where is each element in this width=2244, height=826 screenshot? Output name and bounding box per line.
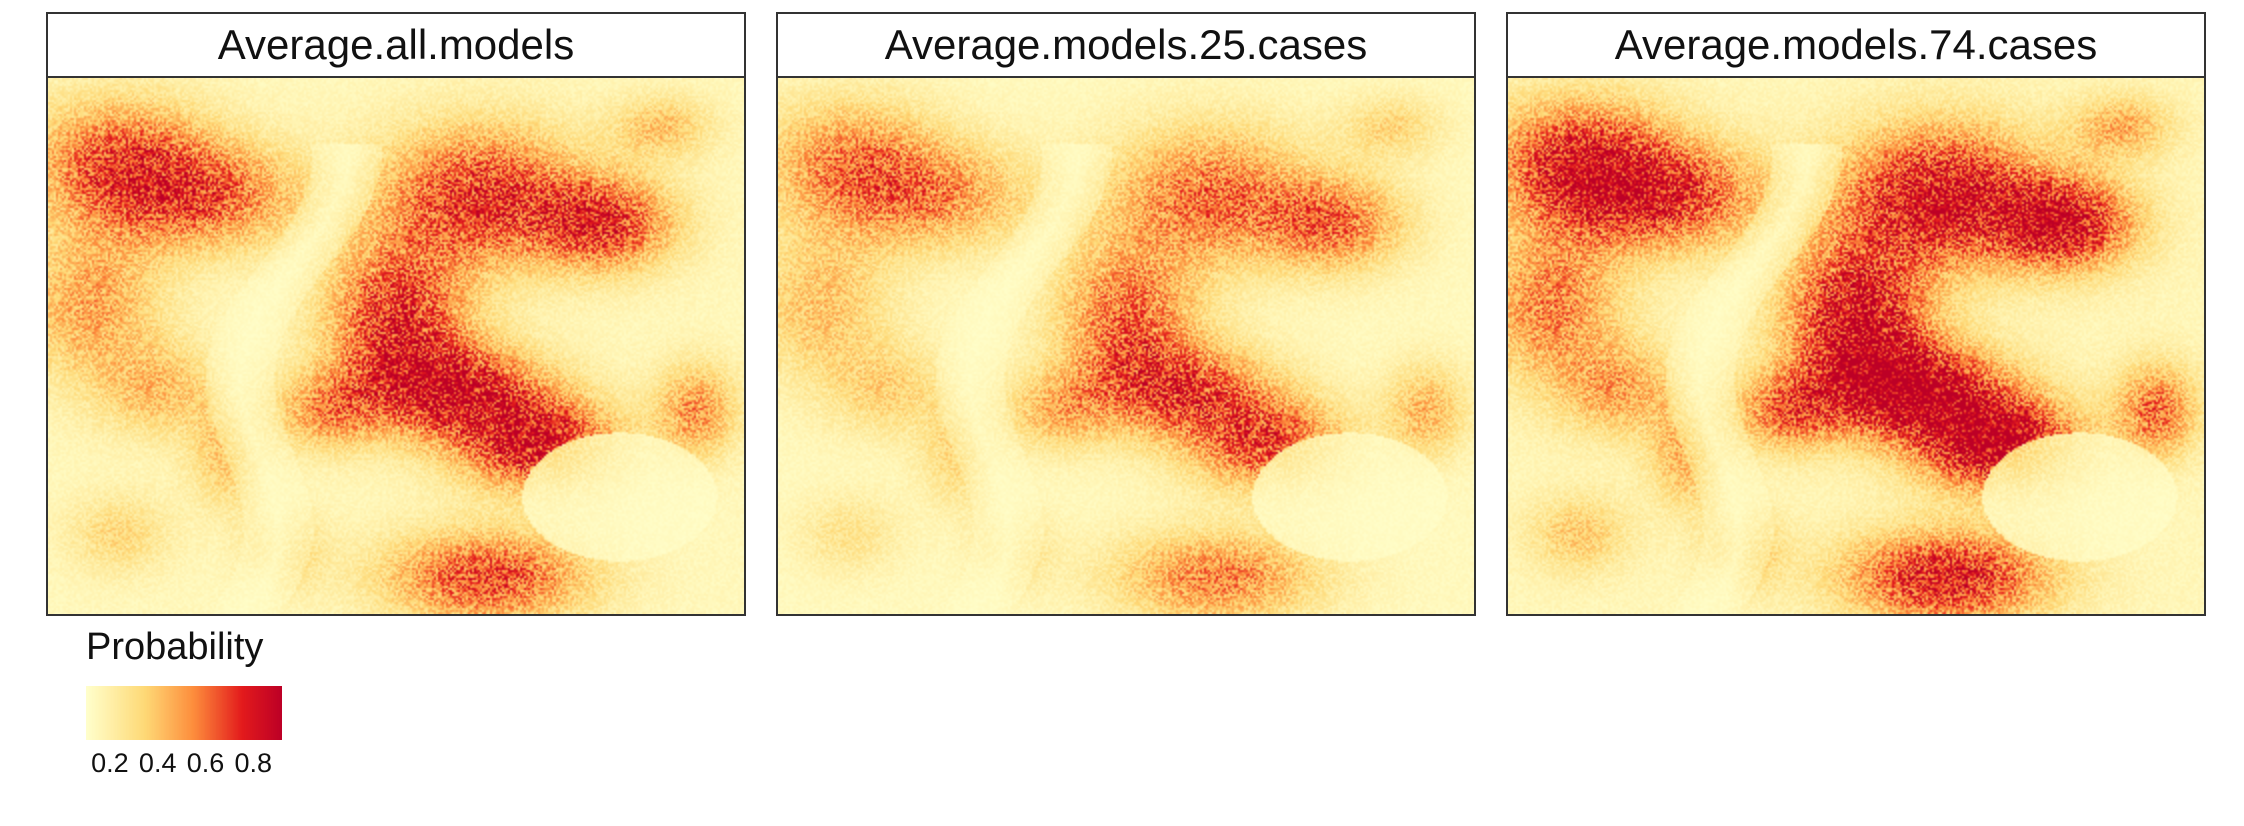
legend-tick-label: 0.4 <box>138 748 177 778</box>
legend-title: Probability <box>86 626 264 668</box>
probability-heatmap-25-cases <box>778 78 1474 614</box>
facet-panel-74-cases: Average.models.74.cases <box>1506 12 2206 616</box>
legend-tick-label: 0.6 <box>186 748 225 778</box>
facet-panel-25-cases: Average.models.25.cases <box>776 12 1476 616</box>
facet-strip-title: Average.all.models <box>48 14 744 78</box>
legend-color-bar <box>86 686 282 740</box>
facet-strip-title: Average.models.25.cases <box>778 14 1474 78</box>
legend-tick-label: 0.8 <box>234 748 273 778</box>
facet-strip-title: Average.models.74.cases <box>1508 14 2204 78</box>
probability-legend: Probability 0.2 0.4 0.6 0.8 <box>86 626 386 786</box>
probability-heatmap-74-cases <box>1508 78 2204 614</box>
legend-tick-label: 0.2 <box>91 748 129 778</box>
facet-panel-all-models: Average.all.models <box>46 12 746 616</box>
probability-heatmap-all-models <box>48 78 744 614</box>
